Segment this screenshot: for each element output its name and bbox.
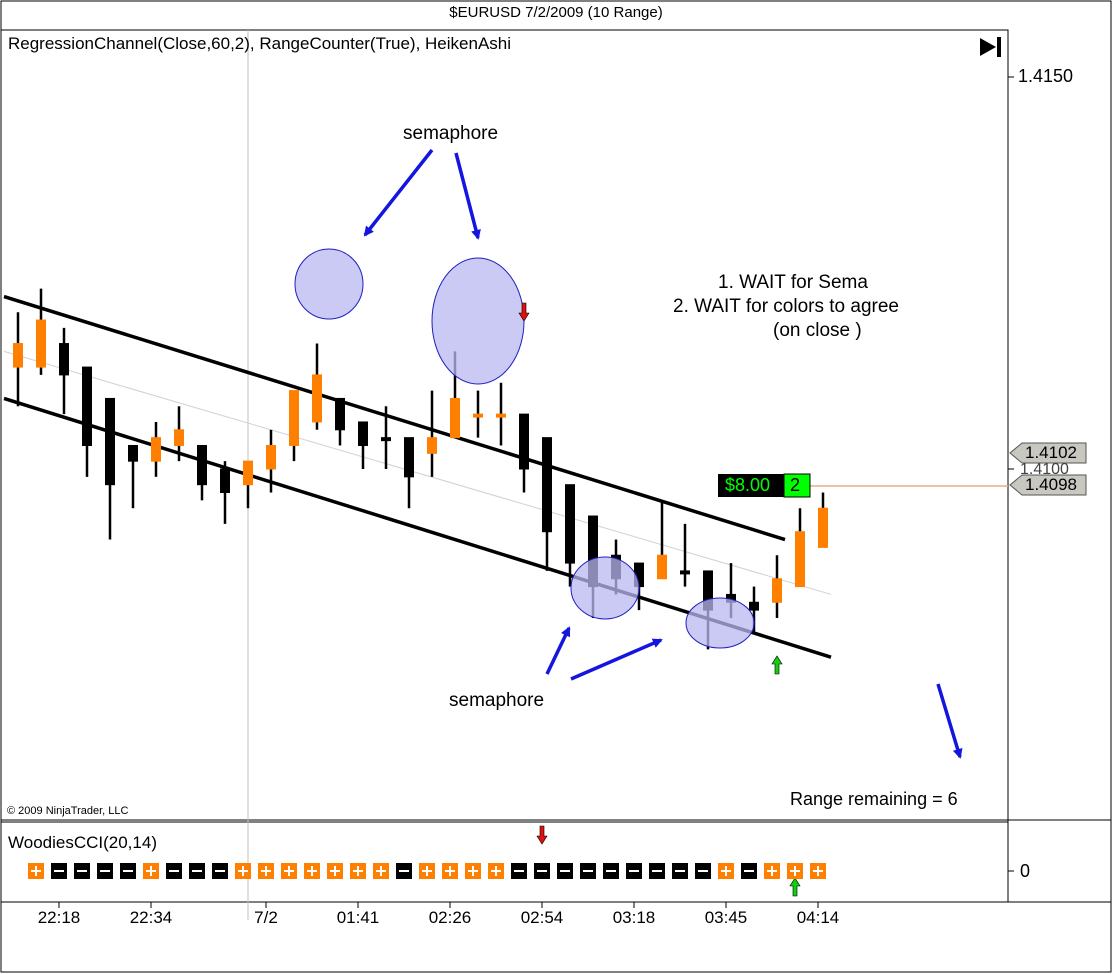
candle-body xyxy=(427,437,437,454)
x-tick-label: 22:18 xyxy=(37,908,81,927)
cci-square-mark xyxy=(307,866,317,876)
regression-upper-line xyxy=(3,294,786,542)
semaphore-circle-3 xyxy=(570,556,640,620)
candle-body xyxy=(197,444,207,486)
candle-body xyxy=(519,413,529,470)
semaphore-circle-4 xyxy=(685,597,755,649)
candle-body xyxy=(128,444,138,462)
cci-y-tick-label: 0 xyxy=(1020,861,1031,881)
semaphore-circle-1 xyxy=(294,248,364,320)
x-tick-label: 02:54 xyxy=(520,908,564,927)
x-tick-label: 03:18 xyxy=(612,908,656,927)
x-tick-marks xyxy=(58,902,819,908)
price-tag-lower: 1.4098 xyxy=(1025,475,1077,494)
regression-middle-line xyxy=(3,350,832,595)
annotation-arrow-4 xyxy=(570,638,663,681)
candle-body xyxy=(151,437,161,462)
range-remaining-label: Range remaining = 6 xyxy=(790,789,958,809)
candle-body xyxy=(657,554,667,580)
cci-square-mark xyxy=(445,866,455,876)
buy-signal-arrow xyxy=(771,655,783,675)
candle-body xyxy=(381,437,391,442)
cci-square-mark xyxy=(330,866,340,876)
annotation-arrow-5 xyxy=(936,683,963,759)
candle-body xyxy=(82,366,92,446)
x-tick-label: 04:14 xyxy=(796,908,840,927)
note-line-1: 1. WAIT for Sema xyxy=(718,272,868,293)
price-tag-lower-bg xyxy=(1009,474,1087,496)
sell-signal-arrow xyxy=(536,825,548,845)
indicators-label: RegressionChannel(Close,60,2), RangeCoun… xyxy=(8,34,512,53)
cci-square-mark xyxy=(146,866,156,876)
candles xyxy=(13,288,828,650)
candle-body xyxy=(795,531,805,588)
note-line-2: 2. WAIT for colors to agree xyxy=(673,296,899,317)
candle-body xyxy=(289,390,299,446)
x-tick-label: 01:41 xyxy=(336,908,380,927)
semaphore-circle-2 xyxy=(431,257,525,385)
hidden-price-label: 1.4100 xyxy=(1020,461,1069,478)
cci-square-mark xyxy=(721,866,731,876)
cci-histogram xyxy=(28,863,826,879)
cci-square-mark xyxy=(238,866,248,876)
scroll-to-end-icon[interactable] xyxy=(980,37,1001,57)
quantity-box xyxy=(783,473,811,498)
cci-square-mark xyxy=(422,866,432,876)
semaphore-label-bottom: semaphore xyxy=(449,690,545,711)
candle-body xyxy=(266,444,276,470)
candle-body xyxy=(105,397,115,486)
candle-body xyxy=(358,421,368,446)
x-tick-label: 03:45 xyxy=(704,908,748,927)
cci-square-mark xyxy=(31,866,41,876)
candle-body xyxy=(312,374,322,423)
cci-square-mark xyxy=(767,866,777,876)
cci-square-mark xyxy=(261,866,271,876)
candle-body xyxy=(59,343,69,376)
buy-signal-arrow xyxy=(789,877,801,897)
pnl-box xyxy=(718,474,784,497)
cci-square-mark xyxy=(491,866,501,876)
candle-body xyxy=(450,397,460,439)
sell-signal-arrow xyxy=(518,302,530,322)
y-tick-label: 1.4150 xyxy=(1018,66,1074,86)
pnl-value: $8.00 xyxy=(725,475,771,495)
candle-body xyxy=(13,343,23,368)
semaphore-label-top: semaphore xyxy=(403,123,499,144)
candle-body xyxy=(772,578,782,603)
x-tick-label: 7/2 xyxy=(254,908,278,927)
x-tick-label: 02:26 xyxy=(428,908,472,927)
position-quantity: 2 xyxy=(790,475,801,495)
candle-body xyxy=(220,468,230,494)
candle-body xyxy=(473,413,483,418)
candle-body xyxy=(335,397,345,431)
note-line-3: (on close ) xyxy=(773,320,862,341)
cci-square-mark xyxy=(468,866,478,876)
candle-body xyxy=(243,460,253,486)
signal-arrows xyxy=(518,302,801,897)
candle-body xyxy=(542,437,552,533)
cci-square-mark xyxy=(813,866,823,876)
candle-body xyxy=(749,601,759,611)
candle-body xyxy=(496,413,506,418)
cci-square-mark xyxy=(353,866,363,876)
annotation-arrow-1 xyxy=(363,148,434,237)
cci-square-mark xyxy=(376,866,386,876)
x-tick-label: 22:34 xyxy=(129,908,173,927)
chart-title: $EURUSD 7/2/2009 (10 Range) xyxy=(449,4,663,21)
candle-body xyxy=(680,570,690,575)
annotation-arrow-3 xyxy=(545,626,571,675)
price-tag-upper: 1.4102 xyxy=(1025,443,1077,462)
copyright-label: © 2009 NinjaTrader, LLC xyxy=(7,805,129,817)
candle-body xyxy=(404,437,414,478)
candle-body xyxy=(174,429,184,446)
annotation-arrow-2 xyxy=(454,152,481,240)
price-tag-upper-bg xyxy=(1009,442,1087,464)
cci-square-mark xyxy=(790,866,800,876)
candle-body xyxy=(36,319,46,368)
candle-body xyxy=(565,484,575,564)
cci-square-mark xyxy=(284,866,294,876)
candle-body xyxy=(818,507,828,548)
cci-panel-label: WoodiesCCI(20,14) xyxy=(8,833,157,852)
